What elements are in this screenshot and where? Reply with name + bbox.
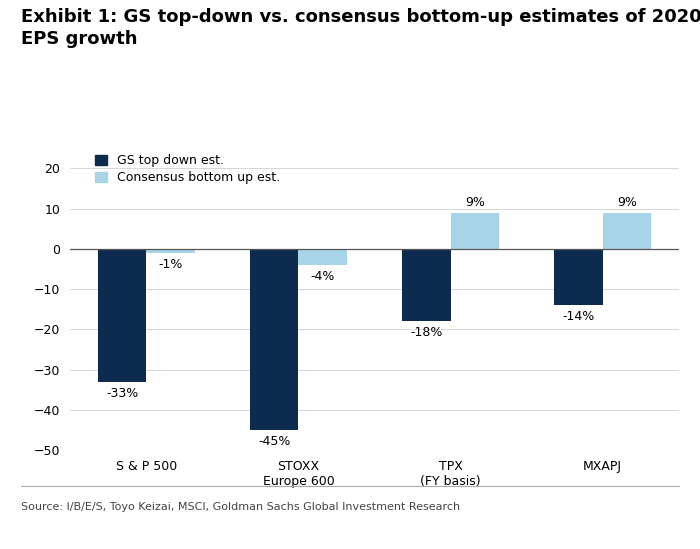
Bar	[98, 249, 146, 382]
Text: -18%: -18%	[410, 326, 442, 339]
Text: -45%: -45%	[258, 435, 290, 448]
Text: -1%: -1%	[158, 257, 183, 271]
Text: Exhibit 1: GS top-down vs. consensus bottom-up estimates of 2020
EPS growth: Exhibit 1: GS top-down vs. consensus bot…	[21, 8, 700, 48]
Bar	[298, 249, 347, 265]
Text: -33%: -33%	[106, 386, 138, 400]
Bar	[603, 212, 651, 249]
Text: 9%: 9%	[617, 197, 637, 209]
Bar	[250, 249, 298, 430]
Legend: GS top down est., Consensus bottom up est.: GS top down est., Consensus bottom up es…	[94, 154, 280, 184]
Bar	[554, 249, 603, 305]
Text: 9%: 9%	[465, 197, 485, 209]
Text: -14%: -14%	[562, 310, 594, 323]
Bar	[402, 249, 451, 321]
Text: -4%: -4%	[311, 270, 335, 283]
Text: Source: I/B/E/S, Toyo Keizai, MSCI, Goldman Sachs Global Investment Research: Source: I/B/E/S, Toyo Keizai, MSCI, Gold…	[21, 502, 460, 512]
Bar	[451, 212, 499, 249]
Bar	[146, 249, 195, 253]
